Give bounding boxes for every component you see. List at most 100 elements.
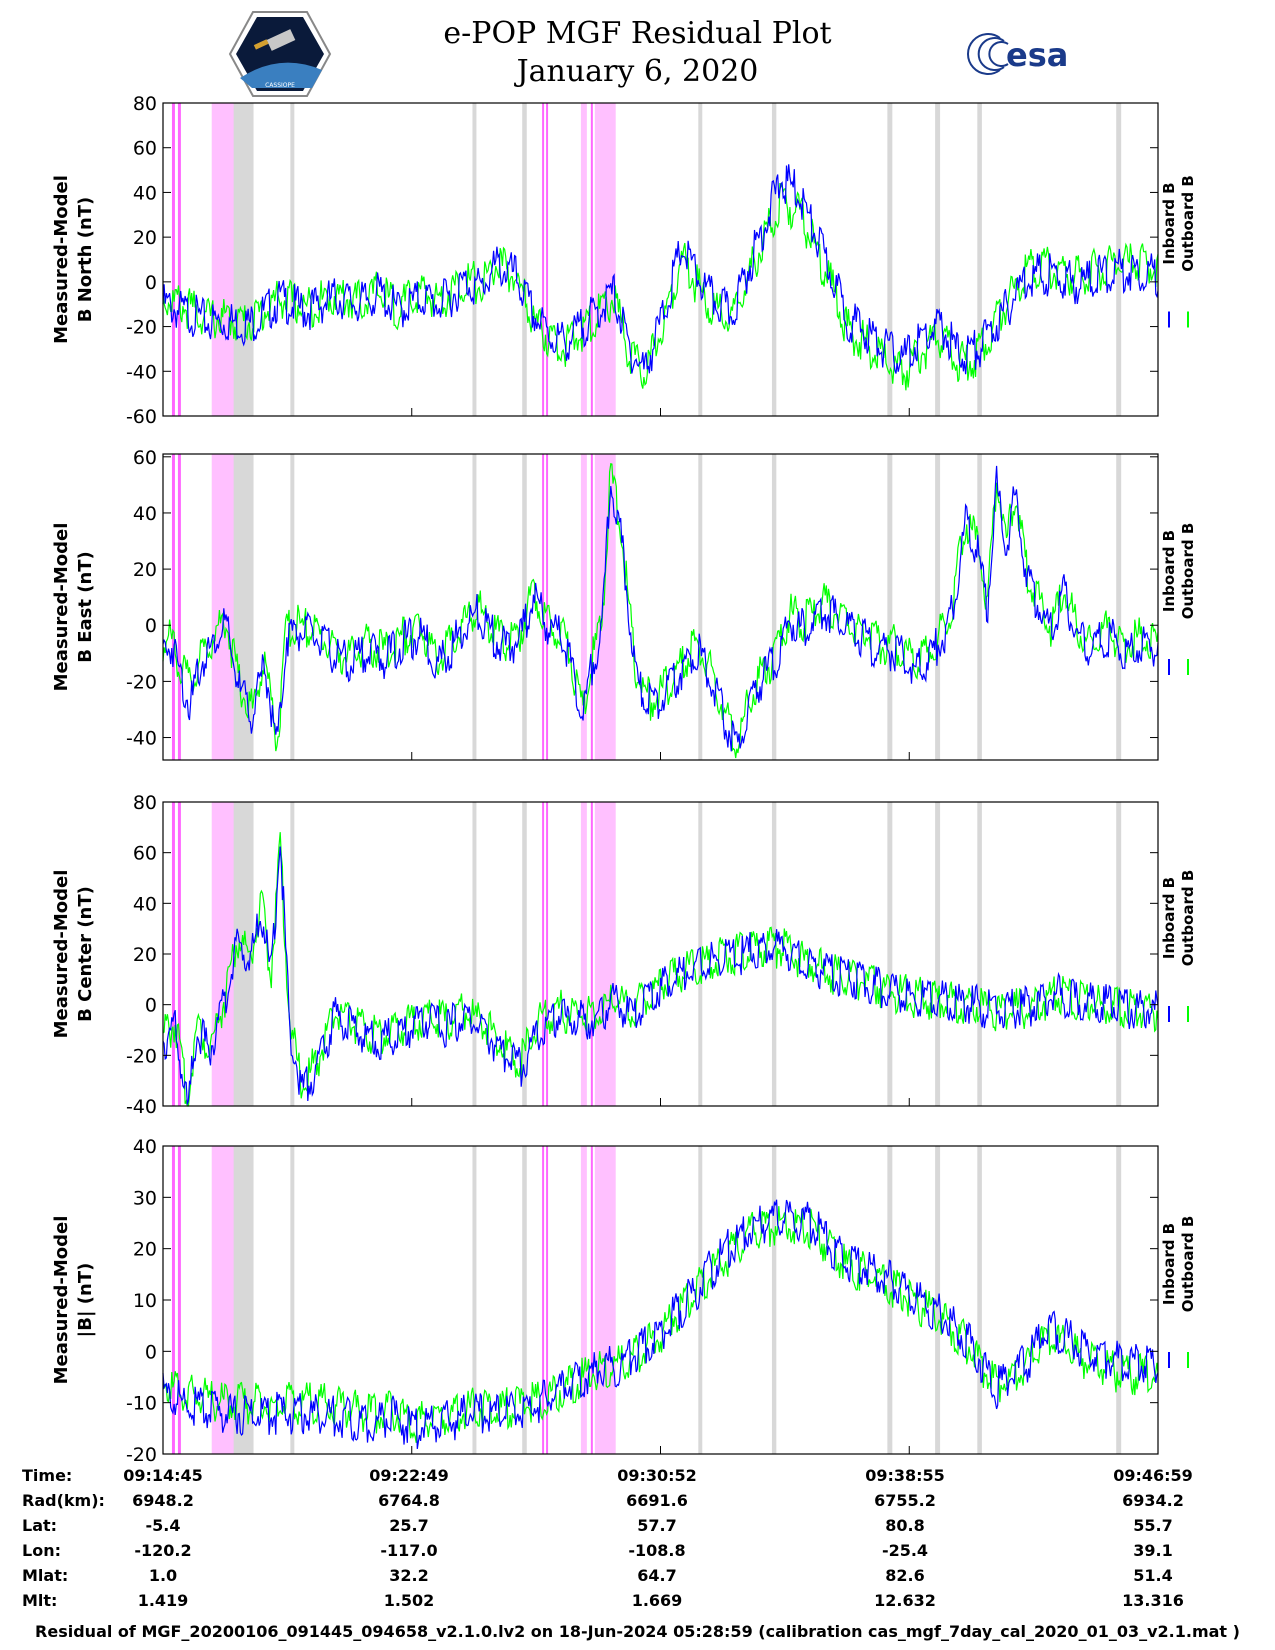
table-cell: 09:38:55 xyxy=(865,1466,945,1485)
pink-band xyxy=(211,1146,234,1454)
y-tick-label: 20 xyxy=(133,1239,157,1261)
y-tick-label: 20 xyxy=(133,944,157,966)
table-cell: -25.4 xyxy=(881,1541,929,1560)
y-tick-label: 40 xyxy=(133,1136,157,1158)
y-tick-label: -20 xyxy=(126,1045,157,1067)
table-cell: 09:22:49 xyxy=(369,1466,449,1485)
panel-4: -20 -10 0 10 20 30 40 Measured-Model |B| (nT) Inb… xyxy=(51,1136,1197,1466)
table-cell: 6755.2 xyxy=(874,1491,936,1510)
panel-1: -60 -40 -20 0 20 40 60 80 Measured-Model B North … xyxy=(51,93,1197,428)
table-row-label: Lon: xyxy=(22,1541,61,1560)
y-tick-label: -40 xyxy=(126,1096,157,1118)
y-tick-label: 40 xyxy=(133,503,157,525)
legend-outboard-label: Outboard B xyxy=(1179,175,1197,272)
pink-band xyxy=(590,802,593,1106)
gray-band xyxy=(698,103,703,416)
legend-outboard-label: Outboard B xyxy=(1179,870,1197,967)
pink-band xyxy=(542,454,545,760)
y-axis-label-line1: Measured-Model xyxy=(51,870,72,1039)
y-axis-label-line2: |B| (nT) xyxy=(75,1263,96,1338)
table-cell: 51.4 xyxy=(1133,1566,1173,1585)
pink-band xyxy=(177,802,181,1106)
pink-band xyxy=(177,103,181,416)
pink-band xyxy=(211,103,234,416)
inboard-series-line xyxy=(162,1199,1159,1449)
table-cell: 12.632 xyxy=(874,1591,936,1610)
table-cell: 09:46:59 xyxy=(1113,1466,1193,1485)
y-tick-label: -20 xyxy=(126,317,157,339)
gray-band xyxy=(771,1146,777,1454)
gray-band xyxy=(1116,1146,1122,1454)
table-cell: 09:14:45 xyxy=(123,1466,203,1485)
chart-title-line1: e-POP MGF Residual Plot xyxy=(443,16,832,51)
gray-band xyxy=(977,1146,982,1454)
legend-inboard-label: Inboard B xyxy=(1160,877,1178,959)
table-cell: 6691.6 xyxy=(626,1491,688,1510)
table-cell: 13.316 xyxy=(1122,1591,1184,1610)
inboard-series-line xyxy=(162,465,1159,752)
gray-band xyxy=(1116,802,1122,1106)
table-cell: 6764.8 xyxy=(378,1491,440,1510)
pink-band xyxy=(171,1146,175,1454)
outboard-series-line xyxy=(162,463,1159,759)
table-cell: 1.502 xyxy=(383,1591,435,1610)
y-tick-label: -60 xyxy=(126,406,157,428)
table-cell: -5.4 xyxy=(145,1516,181,1535)
legend-outboard-label: Outboard B xyxy=(1179,1216,1197,1313)
footer-caption: Residual of MGF_20200106_091445_094658_v… xyxy=(35,1622,1240,1641)
table-cell: 32.2 xyxy=(389,1566,429,1585)
gray-band xyxy=(935,103,941,416)
y-tick-label: 80 xyxy=(133,792,157,814)
pink-band xyxy=(580,103,587,416)
gray-band xyxy=(472,1146,477,1454)
gray-band xyxy=(977,454,982,760)
table-cell: 39.1 xyxy=(1133,1541,1173,1560)
gray-band xyxy=(935,802,941,1106)
gray-band xyxy=(472,454,477,760)
panel-frame xyxy=(162,102,1159,417)
table-cell: -117.0 xyxy=(380,1541,438,1560)
pink-band xyxy=(580,1146,587,1454)
pink-band xyxy=(594,802,616,1106)
pink-band xyxy=(171,454,175,760)
table-row-label: Mlat: xyxy=(22,1566,69,1585)
y-tick-label: 20 xyxy=(133,227,157,249)
gray-band xyxy=(887,103,893,416)
y-tick-label: -20 xyxy=(126,671,157,693)
table-cell: 55.7 xyxy=(1133,1516,1173,1535)
pink-band xyxy=(171,802,175,1106)
y-tick-label: 0 xyxy=(145,995,157,1017)
table-row-label: Time: xyxy=(22,1466,73,1485)
pink-band xyxy=(211,454,234,760)
gray-band xyxy=(522,103,527,416)
y-tick-label: 40 xyxy=(133,182,157,204)
table-cell: -120.2 xyxy=(134,1541,192,1560)
table-cell: -108.8 xyxy=(628,1541,686,1560)
gray-band xyxy=(472,103,477,416)
y-tick-label: 0 xyxy=(145,272,157,294)
y-tick-label: 30 xyxy=(133,1187,157,1209)
pink-band xyxy=(594,454,616,760)
gray-band xyxy=(522,1146,527,1454)
gray-band xyxy=(522,802,527,1106)
pink-band xyxy=(590,103,593,416)
gray-band xyxy=(290,802,295,1106)
inboard-series-line xyxy=(162,846,1159,1105)
gray-band xyxy=(887,802,893,1106)
gray-band xyxy=(935,1146,941,1454)
y-tick-label: 60 xyxy=(133,447,157,469)
panel-2: -40 -20 0 20 40 60 Measured-Model B East (nT) In… xyxy=(51,447,1197,761)
table-cell: 1.419 xyxy=(137,1591,189,1610)
svg-text:esa: esa xyxy=(1006,36,1068,74)
y-axis-label-line1: Measured-Model xyxy=(51,1216,72,1385)
y-axis-label-line1: Measured-Model xyxy=(51,175,72,344)
table-cell: 09:30:52 xyxy=(617,1466,697,1485)
table-cell: 6948.2 xyxy=(132,1491,194,1510)
gray-band xyxy=(771,802,777,1106)
table-cell: 25.7 xyxy=(389,1516,429,1535)
y-tick-label: 20 xyxy=(133,559,157,581)
table-cell: 80.8 xyxy=(885,1516,925,1535)
cassiope-logo: CASSIOPE xyxy=(228,11,332,97)
table-cell: 1.0 xyxy=(148,1566,178,1585)
y-tick-label: 60 xyxy=(133,843,157,865)
